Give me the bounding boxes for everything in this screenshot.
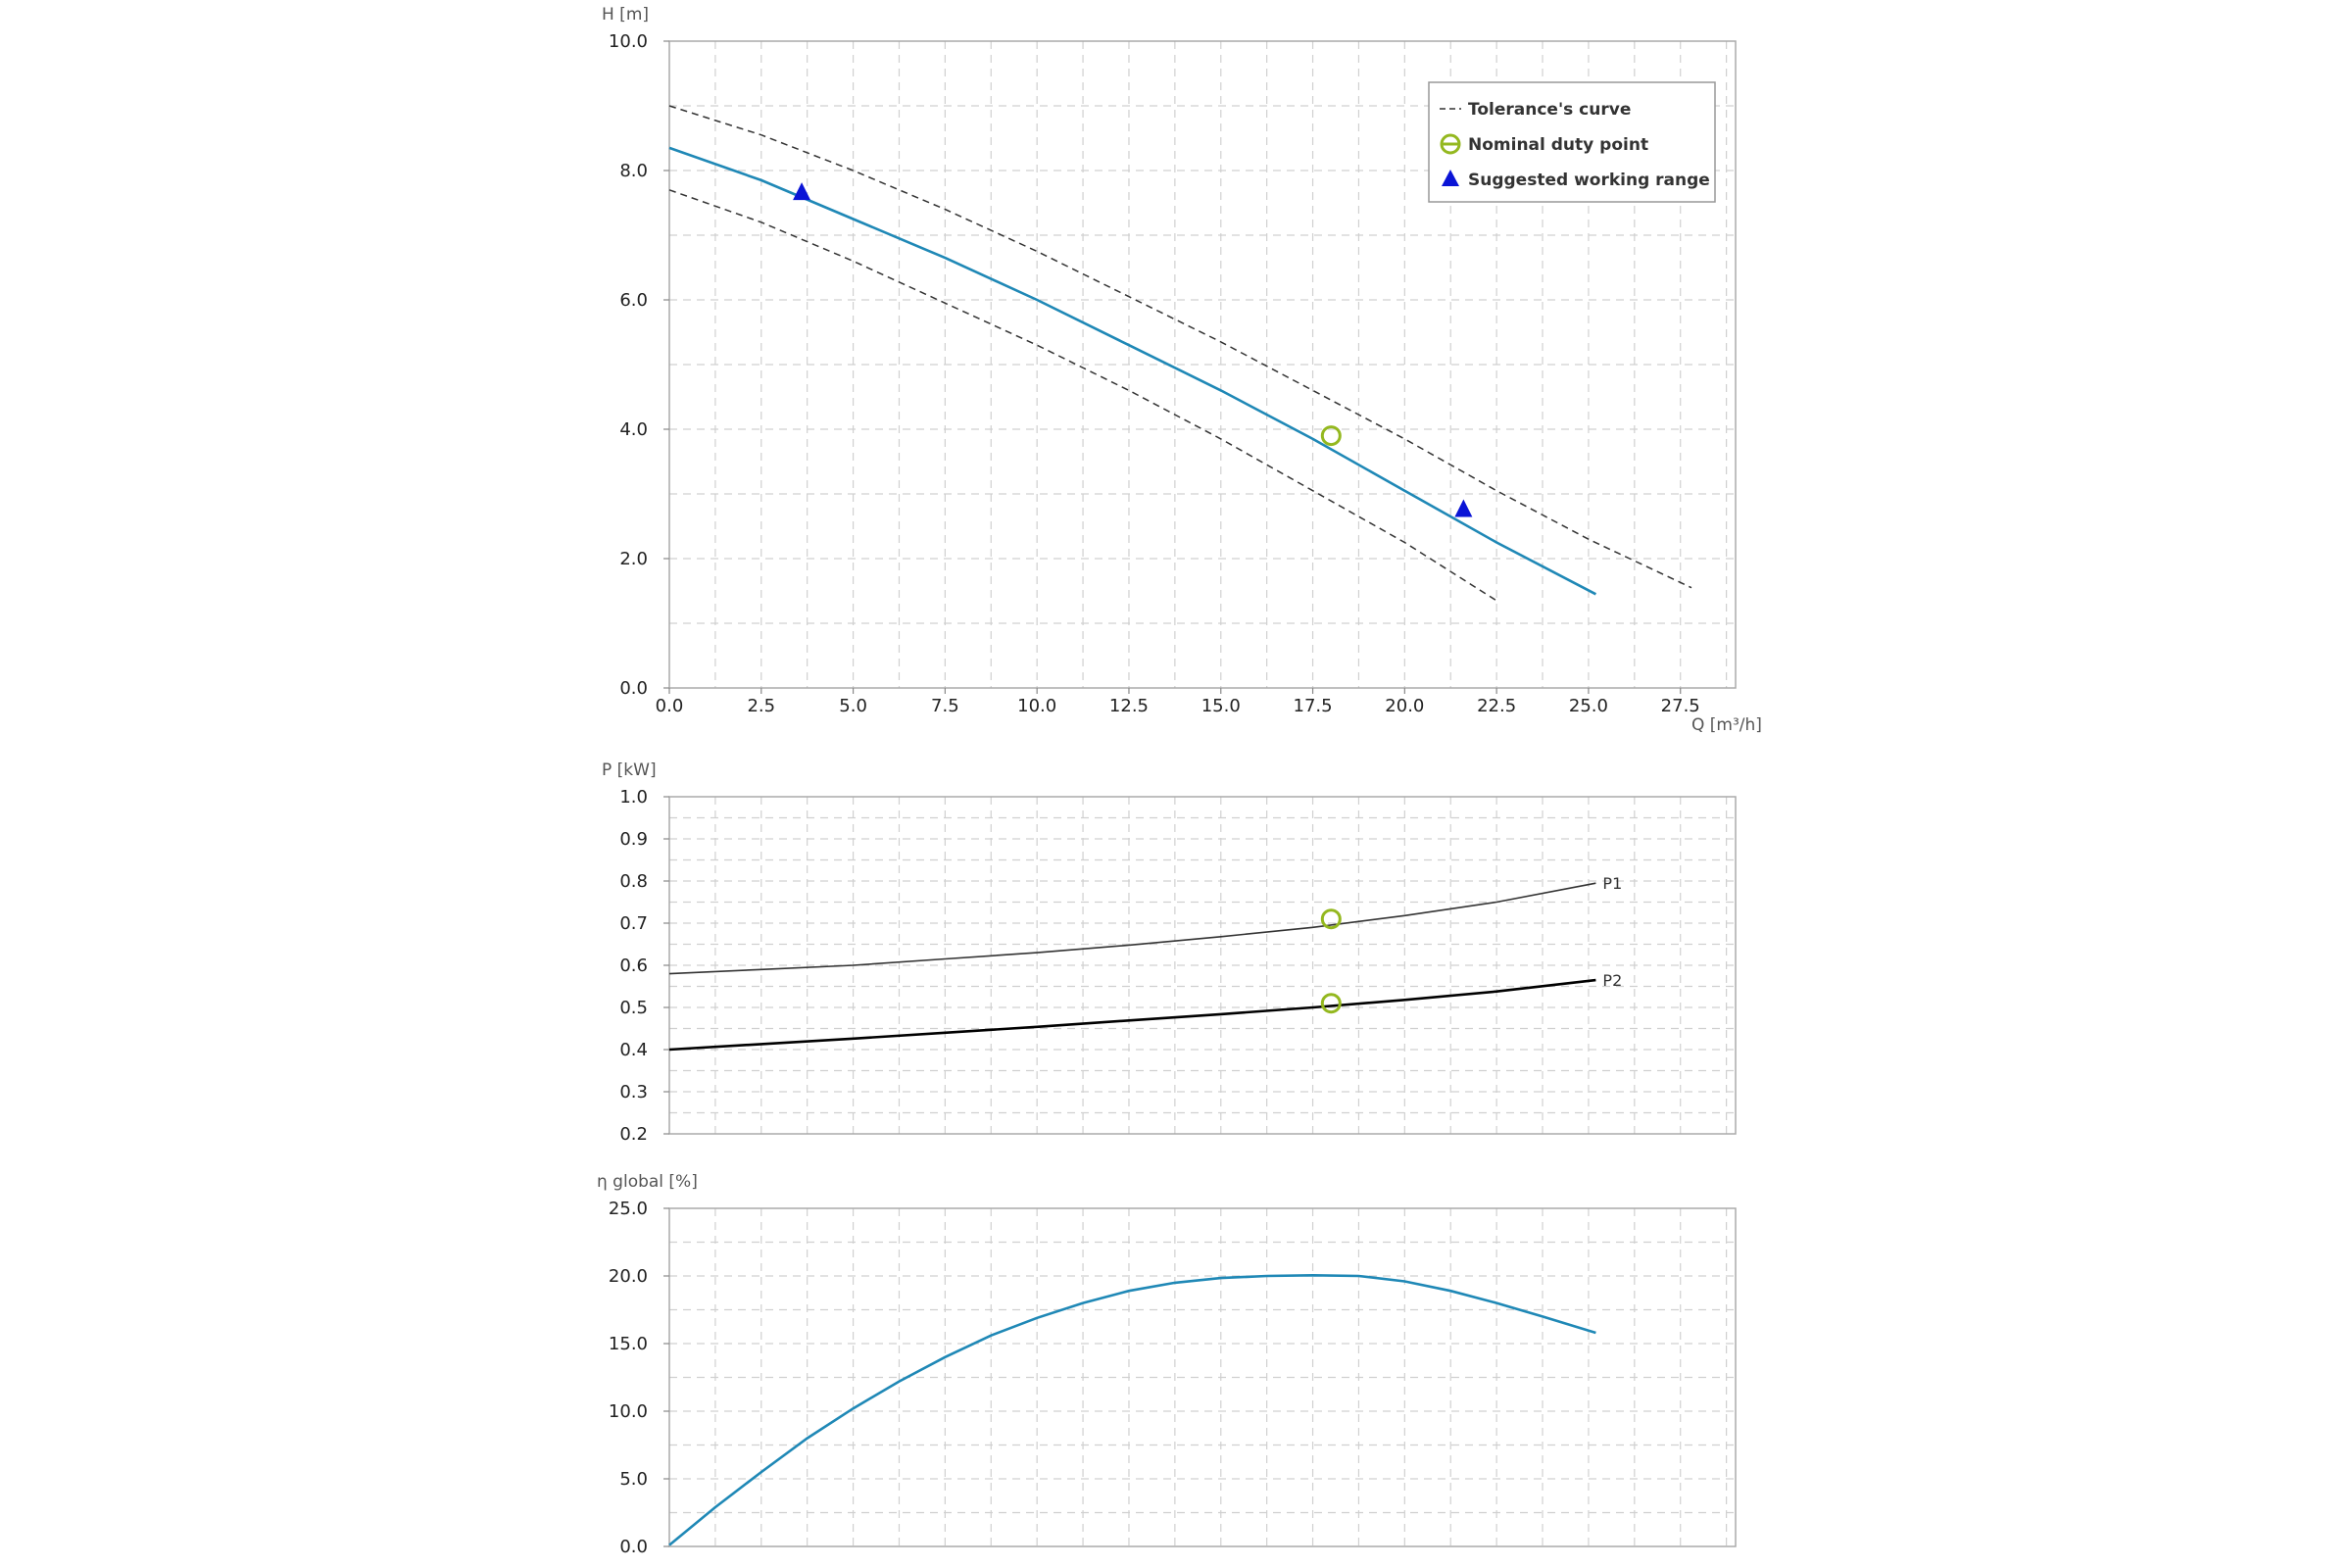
y-tick-label: 1.0 xyxy=(619,787,648,808)
flow-axis-label: Q [m³/h] xyxy=(1691,715,1762,735)
y-tick-label: 8.0 xyxy=(619,161,648,181)
nominal-duty-point-marker xyxy=(1320,425,1342,447)
y-tick-label: 5.0 xyxy=(619,1469,648,1490)
working-range-marker xyxy=(1454,499,1473,517)
y-tick-label: 2.0 xyxy=(619,549,648,569)
x-tick-label: 25.0 xyxy=(1569,696,1608,716)
x-tick-label: 2.5 xyxy=(747,696,775,716)
x-tick-label: 10.0 xyxy=(1017,696,1056,716)
legend-duty-label: Nominal duty point xyxy=(1468,135,1648,155)
power-duty-point-marker xyxy=(1320,908,1342,930)
efficiency-chart-frame xyxy=(668,1207,1737,1547)
head-chart-x-ticks: 0.0 2.5 5.0 7.5 10.0 12.5 15.0 17.5 20.0 22.5 25.0… xyxy=(656,688,1700,716)
legend-range-icon xyxy=(1442,170,1459,186)
y-tick-label: 0.3 xyxy=(619,1082,648,1102)
efficiency-curve xyxy=(668,1273,1596,1546)
y-tick-label: 0.2 xyxy=(619,1124,648,1145)
y-tick-label: 0.5 xyxy=(619,998,648,1018)
y-tick-label: 0.6 xyxy=(619,956,648,976)
y-tick-label: 0.0 xyxy=(619,678,648,699)
y-tick-label: 0.0 xyxy=(619,1537,648,1557)
legend-box xyxy=(1428,81,1716,203)
head-chart-markers xyxy=(793,182,1473,517)
head-chart-series xyxy=(668,105,1692,602)
y-tick-label: 6.0 xyxy=(619,290,648,311)
x-tick-label: 22.5 xyxy=(1477,696,1516,716)
power-chart-markers xyxy=(1320,908,1342,1014)
x-tick-label: 15.0 xyxy=(1201,696,1241,716)
head-chart-frame xyxy=(668,40,1737,689)
legend-range-label: Suggested working range xyxy=(1468,171,1710,190)
head-chart-grid xyxy=(669,41,1736,688)
x-tick-label: 20.0 xyxy=(1385,696,1424,716)
y-tick-label: 10.0 xyxy=(609,1401,648,1422)
x-tick-label: 17.5 xyxy=(1294,696,1333,716)
x-tick-label: 12.5 xyxy=(1109,696,1149,716)
power-chart-grid xyxy=(669,797,1736,1134)
series-label-p2: P2 xyxy=(1602,971,1622,990)
head-axis-label: H [m] xyxy=(602,5,649,24)
efficiency-axis-label: η global [%] xyxy=(597,1172,698,1192)
power-chart-y-ticks: 0.2 0.3 0.4 0.5 0.6 0.7 0.8 0.9 1.0 xyxy=(619,787,669,1145)
y-tick-label: 0.7 xyxy=(619,913,648,934)
y-tick-label: 0.9 xyxy=(619,829,648,850)
x-tick-label: 0.0 xyxy=(656,696,684,716)
y-tick-label: 25.0 xyxy=(609,1199,648,1219)
y-tick-label: 20.0 xyxy=(609,1266,648,1287)
efficiency-curve-chart: 0.0 5.0 10.0 15.0 20.0 25.0 η global [%] xyxy=(597,1172,1737,1557)
power-curve-p1 xyxy=(668,882,1596,975)
head-chart-y-ticks: 0.0 2.0 4.0 6.0 8.0 10.0 xyxy=(609,31,669,699)
y-tick-label: 0.4 xyxy=(619,1040,648,1060)
efficiency-chart-series xyxy=(668,1273,1596,1546)
legend-tolerance-label: Tolerance's curve xyxy=(1468,100,1631,120)
tolerance-curve-lower xyxy=(668,189,1497,602)
working-range-marker xyxy=(793,182,811,201)
x-tick-label: 7.5 xyxy=(931,696,959,716)
y-tick-label: 10.0 xyxy=(609,31,648,52)
head-curve-chart: 0.0 2.0 4.0 6.0 8.0 10.0 0.0 2.5 5.0 7.5 10.0 12.5… xyxy=(602,5,1762,735)
y-tick-label: 15.0 xyxy=(609,1334,648,1354)
y-tick-label: 0.8 xyxy=(619,871,648,892)
tolerance-curve-upper xyxy=(668,105,1692,589)
efficiency-chart-y-ticks: 0.0 5.0 10.0 15.0 20.0 25.0 xyxy=(609,1199,669,1557)
head-curve xyxy=(668,146,1597,596)
y-tick-label: 4.0 xyxy=(619,419,648,440)
power-curve-p2 xyxy=(668,978,1596,1052)
x-tick-label: 27.5 xyxy=(1661,696,1700,716)
power-curve-chart: 0.2 0.3 0.4 0.5 0.6 0.7 0.8 0.9 1.0 P [kW] P1 P2 xyxy=(602,760,1737,1145)
efficiency-chart-grid xyxy=(669,1208,1736,1546)
x-tick-label: 5.0 xyxy=(839,696,867,716)
series-label-p1: P1 xyxy=(1602,874,1622,893)
power-axis-label: P [kW] xyxy=(602,760,657,780)
power-duty-point-marker xyxy=(1320,993,1342,1014)
power-chart-series xyxy=(668,882,1596,1052)
legend: Tolerance's curve Nominal duty point Sug… xyxy=(1428,81,1716,203)
